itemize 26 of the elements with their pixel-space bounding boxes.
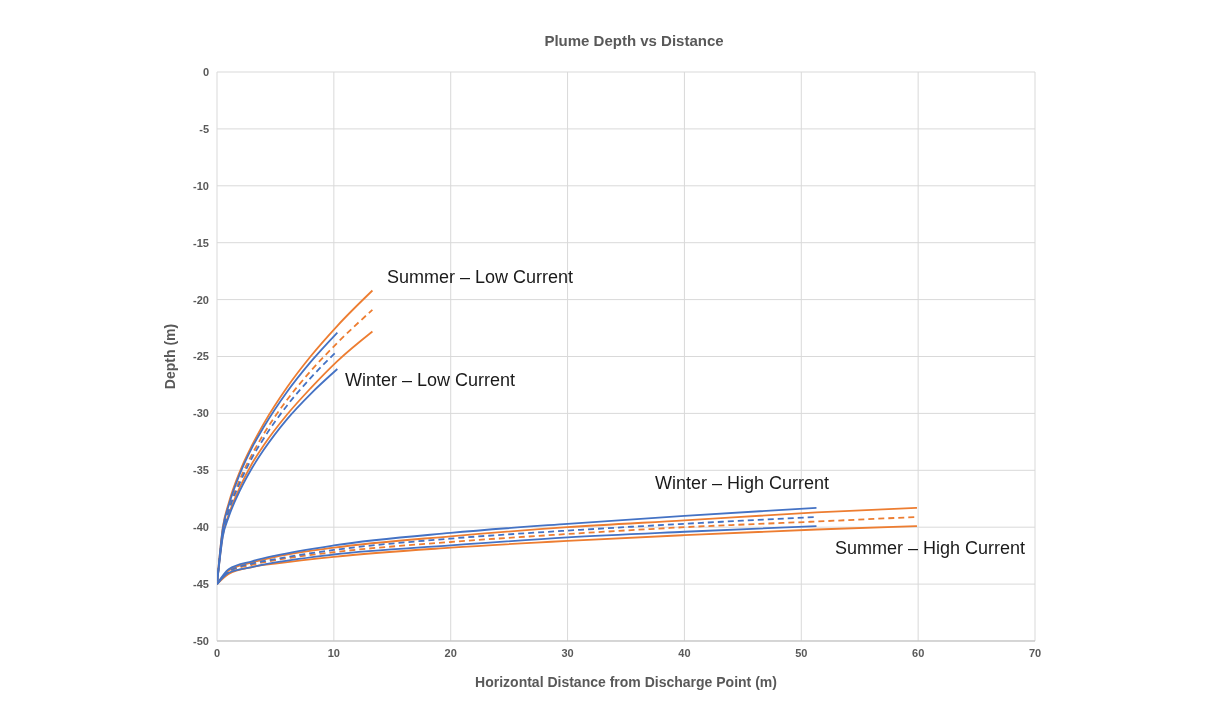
y-tick-label: -5 [199,122,209,135]
chart-title: Plume Depth vs Distance [544,32,724,49]
y-tick-label: -10 [193,179,209,192]
x-tick-label: 50 [795,646,808,659]
y-tick-label: -40 [193,521,209,534]
y-tick-label: -15 [193,236,209,249]
x-tick-label: 40 [678,646,691,659]
annotation: Summer – Low Current [387,267,574,287]
y-tick-label: -50 [193,634,209,647]
x-tick-label: 20 [444,646,457,659]
y-tick-label: -20 [193,293,209,306]
y-tick-label: 0 [202,65,209,78]
x-tick-label: 0 [213,646,221,659]
annotation: Winter – Low Current [345,370,516,390]
y-tick-label: -35 [193,464,209,477]
annotation: Summer – High Current [835,538,1026,558]
annotation: Winter – High Current [655,473,830,493]
x-tick-label: 10 [327,646,340,659]
y-tick-label: -30 [193,407,209,420]
x-axis-title: Horizontal Distance from Discharge Point (m) [475,674,777,690]
y-axis-title: Depth (m) [161,323,178,390]
x-tick-label: 60 [912,646,925,659]
x-tick-label: 70 [1028,646,1042,659]
y-tick-label: -45 [193,578,209,591]
x-tick-label: 30 [561,646,574,659]
y-tick-label: -25 [193,350,209,363]
